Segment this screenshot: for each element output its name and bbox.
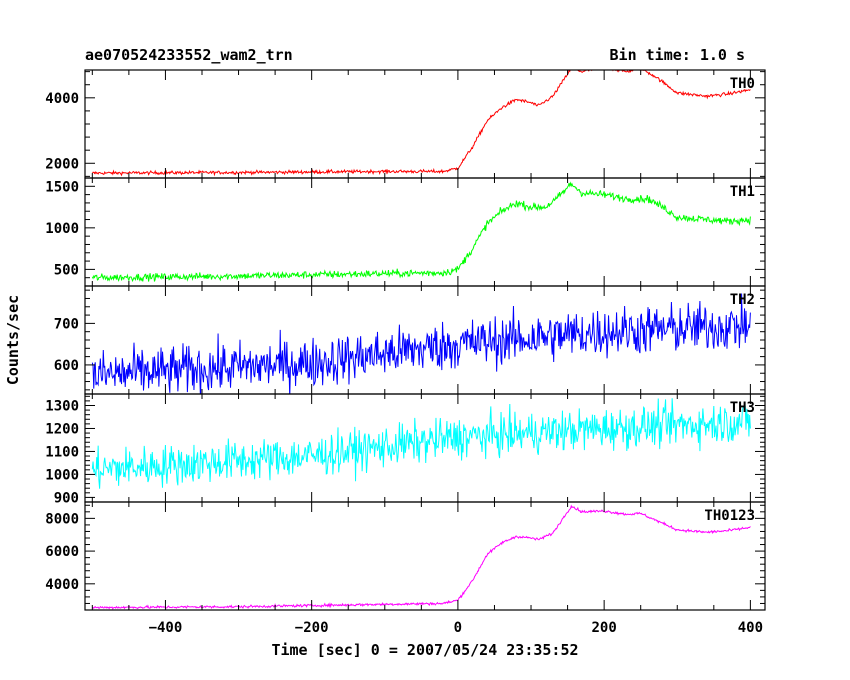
panel-label-th2: TH2 (730, 292, 755, 308)
y-tick-label: 4000 (45, 91, 79, 107)
y-tick-label: 700 (54, 316, 79, 332)
series-line-th2 (91, 293, 751, 394)
x-tick-label: 200 (591, 620, 616, 636)
y-tick-label: 1000 (45, 467, 79, 483)
y-tick-label: 1300 (45, 398, 79, 414)
panel-label-th0: TH0 (730, 76, 755, 92)
panel-label-th1: TH1 (730, 184, 755, 200)
y-tick-label: 1100 (45, 444, 79, 460)
y-tick-label: 1200 (45, 421, 79, 437)
y-axis-label: Counts/sec (4, 295, 22, 385)
panel-th0: 2000 4000 TH0 (45, 69, 766, 179)
y-tick-label: 1000 (45, 221, 79, 237)
series-line-th0 (92, 70, 751, 177)
panel-th1: 500 1000 1500 TH1 (45, 177, 766, 287)
y-tick-label: 2000 (45, 156, 79, 172)
chart-title: ae070524233552_wam2_trn (85, 46, 293, 64)
panel-th0123: 4000 6000 8000 TH0123 (45, 501, 766, 611)
y-tick-label: 6000 (45, 544, 79, 560)
panel-frame (84, 69, 766, 179)
y-tick-label: 600 (54, 358, 79, 374)
panel-frame (84, 501, 766, 611)
series-line-th0123 (92, 504, 751, 610)
y-tick-label: 500 (54, 262, 79, 278)
x-tick-label: 400 (738, 620, 763, 636)
x-tick-label: −400 (149, 620, 183, 636)
y-tick-label: 4000 (45, 577, 79, 593)
panel-label-th3: TH3 (730, 400, 755, 416)
y-tick-label: 900 (54, 490, 79, 506)
series-line-th1 (91, 181, 751, 283)
panel-label-th0123: TH0123 (704, 508, 755, 524)
panel-frame (84, 177, 766, 287)
series-line-th3 (91, 398, 751, 489)
x-tick-label: 0 (454, 620, 462, 636)
y-tick-label: 8000 (45, 511, 79, 527)
x-tick-label: −200 (295, 620, 329, 636)
panel-th3: 900 1000 1100 1200 1300 TH3 (45, 393, 766, 506)
bin-time-label: Bin time: 1.0 s (610, 46, 745, 64)
y-tick-label: 1500 (45, 179, 79, 195)
panel-th2: 600 700 TH2 (54, 285, 766, 395)
x-axis-label: Time [sec] 0 = 2007/05/24 23:35:52 (271, 641, 578, 659)
